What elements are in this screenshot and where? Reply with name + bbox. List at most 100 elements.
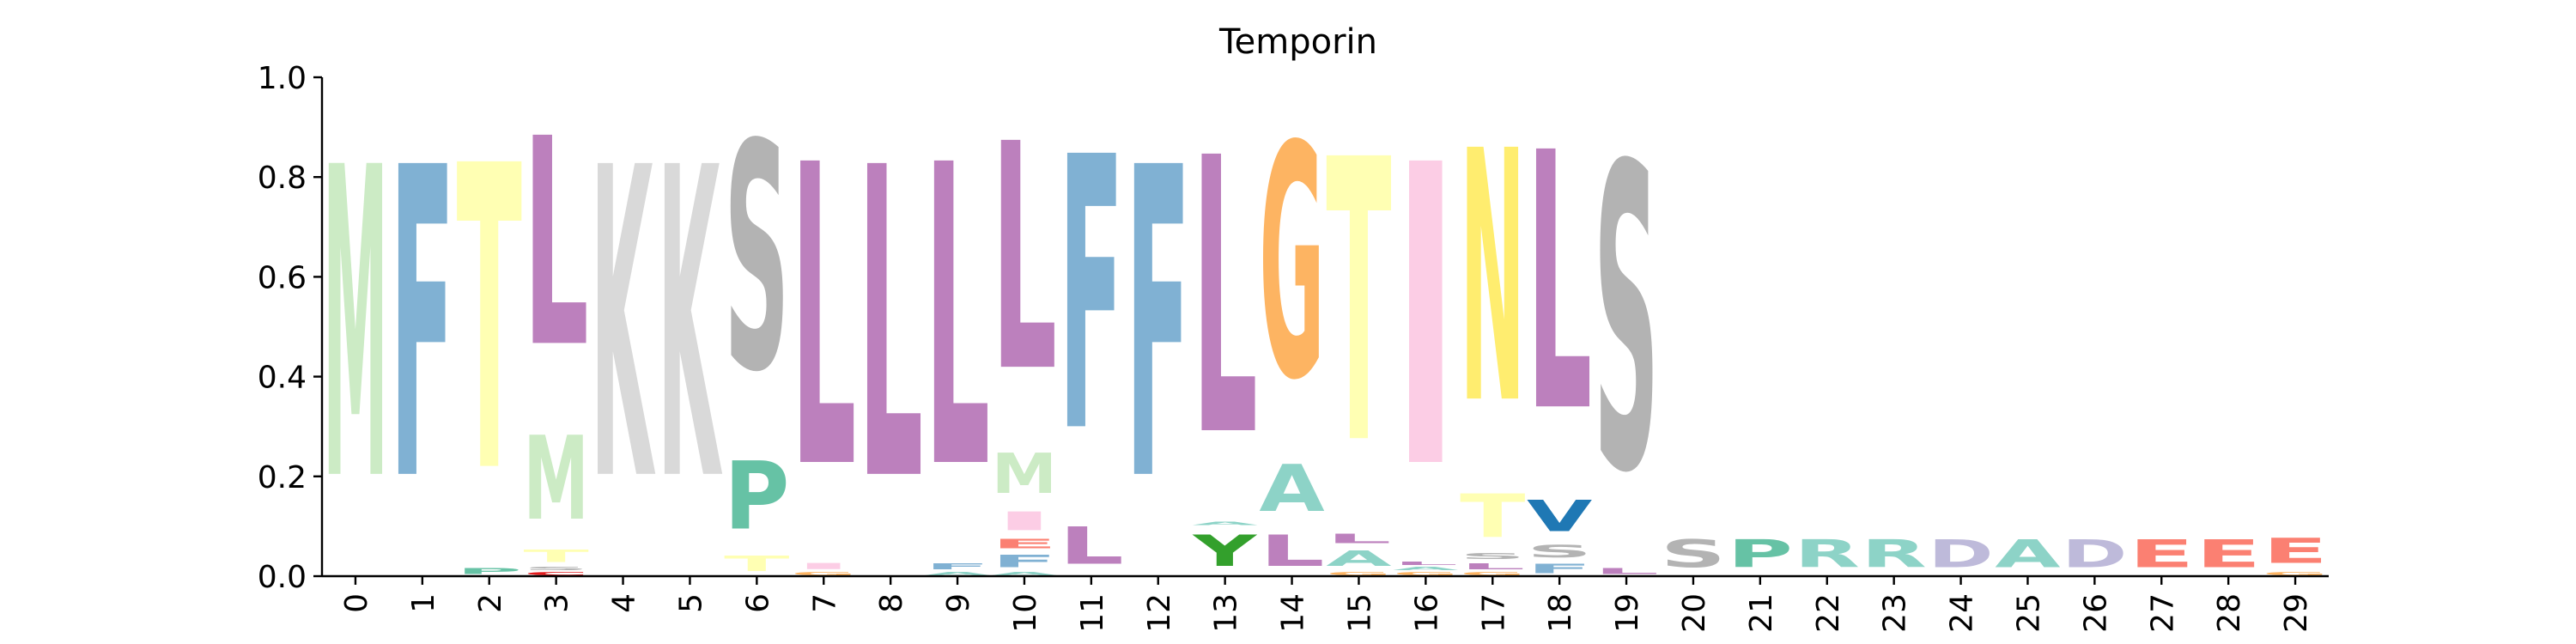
logo-letter-T: T — [523, 546, 589, 566]
logo-letter-R: R — [1795, 532, 1860, 577]
x-tick-label: 9 — [941, 593, 976, 613]
logo-letter-A: A — [1326, 546, 1392, 571]
x-tick-label: 4 — [607, 593, 642, 613]
logo-letter-G: G — [1393, 571, 1458, 576]
x-tick-label: 21 — [1744, 593, 1779, 633]
logo-letter-I: I — [992, 507, 1057, 537]
logo-letter-G: G — [1460, 571, 1525, 576]
logo-stack-6: TPS — [724, 77, 789, 576]
logo-letter-P: P — [1728, 532, 1793, 576]
logo-letter-F: F — [1527, 562, 1592, 576]
x-tick-label: 1 — [406, 593, 441, 613]
y-tick-label: 0.4 — [258, 361, 307, 396]
logo-letter-L: L — [1594, 567, 1659, 577]
logo-letter-L: L — [1059, 517, 1124, 576]
logo-letter-T: T — [1460, 482, 1526, 551]
logo-stack-4: K — [590, 79, 656, 575]
logo-letter-L: L — [1192, 79, 1257, 521]
logo-letter-L: L — [791, 78, 856, 560]
logo-letter-L: L — [1527, 77, 1592, 490]
logo-letter-E: E — [992, 537, 1057, 551]
logo-stack-2: PT — [457, 79, 523, 576]
logo-stack-27: E — [2129, 532, 2194, 576]
x-tick-label: 0 — [339, 593, 374, 613]
logo-stack-8: L — [858, 80, 923, 575]
logo-stack-21: P — [1728, 532, 1793, 576]
logo-letter-G: G — [2263, 571, 2328, 576]
logo-letter-L: L — [925, 78, 990, 560]
logo-letter-S: S — [1594, 79, 1659, 566]
logo-letter-E: E — [2129, 532, 2194, 576]
x-tick-label: 2 — [473, 593, 508, 613]
logo-letter-T: T — [457, 79, 523, 565]
logo-stack-23: R — [1861, 532, 1926, 577]
logo-letter-K: K — [590, 79, 656, 575]
x-tick-label: 20 — [1677, 593, 1712, 633]
logo-letter-A: A — [925, 571, 990, 576]
logo-letter-T: T — [724, 551, 789, 576]
logo-letter-I: I — [791, 562, 856, 572]
x-tick-label: 29 — [2279, 593, 2314, 633]
logo-stack-1: F — [390, 78, 455, 574]
logo-letter-E: E — [2196, 532, 2261, 576]
y-tick-label: 0.0 — [258, 560, 307, 595]
logo-stack-20: S — [1661, 532, 1726, 577]
logo-stack-28: E — [2196, 532, 2261, 576]
logo-stack-0: M — [323, 78, 388, 575]
logo-letter-L: L — [523, 78, 588, 410]
logo-stack-25: A — [1995, 532, 2060, 576]
logo-stack-14: LAG — [1259, 79, 1325, 576]
x-tick-label: 8 — [874, 593, 909, 613]
logo-letter-M: M — [523, 412, 588, 546]
axes: 0.00.20.40.60.81.00 1 2 3 4 5 6 7 8 9 10 11 12 13 14 15… — [258, 61, 2329, 633]
logo-letter-T: T — [1326, 77, 1392, 530]
logo-letter-N: N — [1460, 77, 1525, 480]
x-tick-label: 18 — [1543, 593, 1578, 633]
x-tick-label: 26 — [2078, 593, 2113, 633]
x-tick-label: 10 — [1008, 593, 1043, 633]
logo-letter-L: L — [1393, 562, 1458, 567]
logo-stack-7: GIL — [791, 78, 856, 576]
logo-letter-L: L — [1460, 562, 1525, 572]
logo-letter-A: A — [1192, 521, 1257, 526]
logo-letter-S: S — [523, 566, 588, 571]
logo-stack-26: D — [2062, 532, 2127, 576]
logo-letter-F: F — [925, 562, 990, 572]
logo-stack-12: F — [1126, 78, 1191, 574]
x-tick-label: 22 — [1811, 593, 1846, 633]
logo-letter-P: P — [724, 442, 789, 551]
x-tick-label: 16 — [1409, 593, 1444, 633]
logo-stack-13: YAL — [1192, 79, 1258, 576]
logo-letter-S: S — [1661, 532, 1726, 577]
logo-letter-V: V — [1527, 492, 1593, 541]
y-tick-label: 0.6 — [258, 260, 307, 295]
y-tick-label: 0.8 — [258, 161, 307, 196]
logo-stack-9: AFL — [925, 78, 990, 576]
logo-letter-P: P — [457, 566, 522, 576]
x-tick-label: 28 — [2212, 593, 2247, 633]
logo-letter-L: L — [1326, 532, 1391, 546]
x-tick-label: 13 — [1209, 593, 1244, 633]
x-tick-label: 23 — [1878, 593, 1913, 633]
y-tick-label: 1.0 — [258, 61, 307, 96]
logo-letter-K: K — [657, 79, 723, 575]
logo-letter-Y: Y — [1192, 526, 1257, 576]
logo-letter-A: A — [992, 571, 1057, 576]
logo-letter-F: F — [992, 551, 1057, 571]
logo-stack-19: LS — [1594, 79, 1659, 576]
logo-stack-24: D — [1928, 532, 1993, 576]
logo-stack-11: LF — [1059, 79, 1124, 576]
x-tick-label: 7 — [807, 593, 842, 613]
logo-letter-L: L — [858, 80, 923, 575]
logo-letter-F: F — [390, 78, 455, 574]
x-tick-label: 24 — [1945, 593, 1980, 633]
x-tick-label: 19 — [1610, 593, 1645, 633]
logo-letter-C: C — [523, 571, 588, 576]
logo-letter-S: S — [1460, 551, 1525, 562]
x-tick-label: 6 — [740, 593, 775, 613]
